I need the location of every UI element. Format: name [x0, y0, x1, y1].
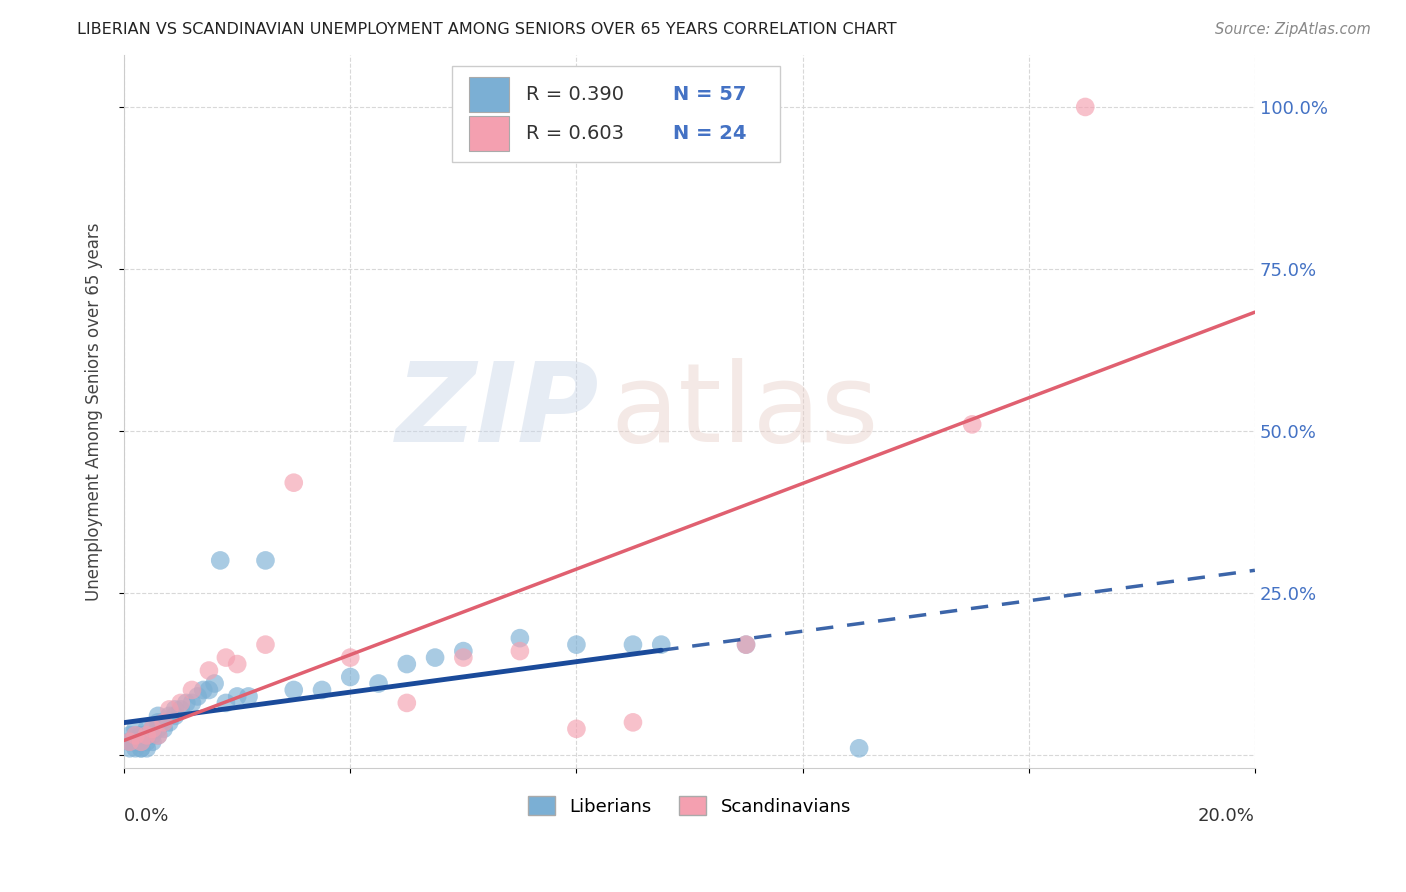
Point — [129, 728, 152, 742]
Point — [152, 722, 174, 736]
Text: R = 0.603: R = 0.603 — [526, 124, 623, 143]
Point — [187, 690, 209, 704]
Point — [135, 728, 157, 742]
Point — [395, 657, 418, 671]
Point — [146, 722, 169, 736]
Point — [339, 650, 361, 665]
Point — [226, 657, 249, 671]
Point — [124, 741, 146, 756]
Point — [565, 722, 588, 736]
Point — [141, 735, 163, 749]
Point — [169, 696, 191, 710]
Point — [509, 644, 531, 658]
Point — [157, 709, 180, 723]
FancyBboxPatch shape — [470, 116, 509, 152]
Point — [146, 728, 169, 742]
Point — [204, 676, 226, 690]
Point — [209, 553, 232, 567]
Point — [129, 741, 152, 756]
FancyBboxPatch shape — [453, 66, 780, 162]
Point — [423, 650, 446, 665]
Point — [135, 722, 157, 736]
Point — [198, 683, 221, 698]
Text: ZIP: ZIP — [395, 358, 599, 465]
Point — [181, 683, 204, 698]
Point — [163, 709, 186, 723]
Text: atlas: atlas — [610, 358, 879, 465]
Point — [198, 664, 221, 678]
Legend: Liberians, Scandinavians: Liberians, Scandinavians — [520, 789, 858, 822]
Text: N = 24: N = 24 — [673, 124, 747, 143]
Point — [152, 715, 174, 730]
Point — [339, 670, 361, 684]
Point — [311, 683, 333, 698]
Point — [135, 728, 157, 742]
Point — [176, 696, 198, 710]
Point — [124, 735, 146, 749]
Point — [735, 638, 758, 652]
Point — [129, 735, 152, 749]
Point — [215, 696, 238, 710]
Point — [395, 696, 418, 710]
Point — [215, 650, 238, 665]
Point — [124, 722, 146, 736]
Text: N = 57: N = 57 — [673, 85, 747, 103]
Point — [129, 728, 152, 742]
Point — [135, 735, 157, 749]
Point — [283, 475, 305, 490]
Text: 0.0%: 0.0% — [124, 807, 170, 825]
Point — [141, 722, 163, 736]
Point — [169, 702, 191, 716]
Point — [152, 715, 174, 730]
Point — [124, 728, 146, 742]
Y-axis label: Unemployment Among Seniors over 65 years: Unemployment Among Seniors over 65 years — [86, 222, 103, 600]
Point — [135, 741, 157, 756]
Point — [124, 728, 146, 742]
Text: Source: ZipAtlas.com: Source: ZipAtlas.com — [1215, 22, 1371, 37]
Point — [129, 735, 152, 749]
Point — [157, 702, 180, 716]
Point — [453, 650, 475, 665]
Point — [226, 690, 249, 704]
Point — [565, 638, 588, 652]
Point — [141, 722, 163, 736]
Point — [124, 735, 146, 749]
FancyBboxPatch shape — [470, 77, 509, 112]
Point — [118, 735, 141, 749]
Point — [621, 715, 644, 730]
Point — [283, 683, 305, 698]
Point — [163, 702, 186, 716]
Point — [960, 417, 983, 432]
Point — [848, 741, 870, 756]
Point — [141, 728, 163, 742]
Point — [453, 644, 475, 658]
Point — [621, 638, 644, 652]
Point — [157, 715, 180, 730]
Point — [146, 715, 169, 730]
Point — [650, 638, 672, 652]
Point — [146, 709, 169, 723]
Point — [118, 728, 141, 742]
Point — [367, 676, 389, 690]
Point — [181, 696, 204, 710]
Text: 20.0%: 20.0% — [1198, 807, 1256, 825]
Point — [118, 735, 141, 749]
Point — [254, 638, 277, 652]
Point — [146, 728, 169, 742]
Point — [129, 741, 152, 756]
Point — [254, 553, 277, 567]
Point — [238, 690, 260, 704]
Point — [1074, 100, 1097, 114]
Text: LIBERIAN VS SCANDINAVIAN UNEMPLOYMENT AMONG SENIORS OVER 65 YEARS CORRELATION CH: LIBERIAN VS SCANDINAVIAN UNEMPLOYMENT AM… — [77, 22, 897, 37]
Point — [509, 631, 531, 645]
Point — [735, 638, 758, 652]
Text: R = 0.390: R = 0.390 — [526, 85, 623, 103]
Point — [118, 735, 141, 749]
Point — [193, 683, 215, 698]
Point — [118, 741, 141, 756]
Point — [129, 735, 152, 749]
